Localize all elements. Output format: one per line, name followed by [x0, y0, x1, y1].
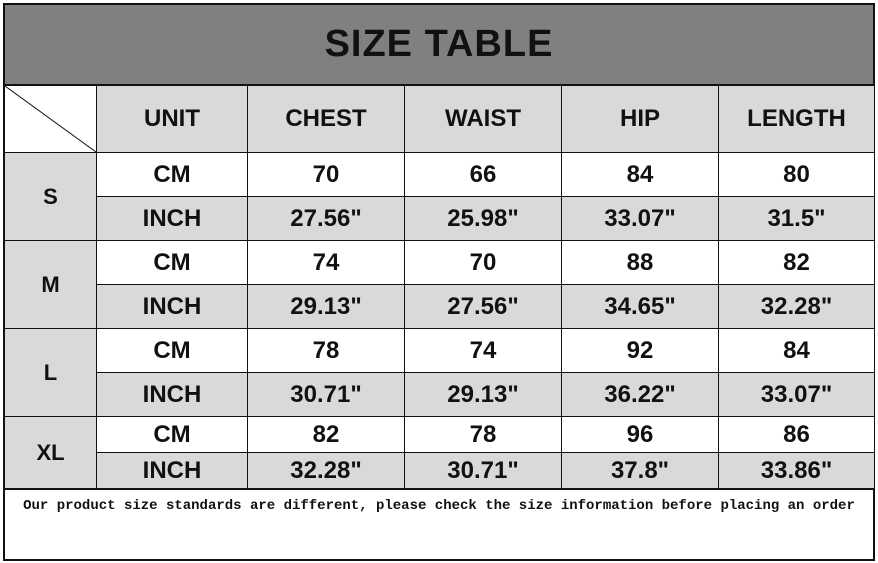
- unit-cell: CM: [96, 328, 248, 373]
- value-cell: 25.98": [404, 196, 562, 241]
- header-hip: HIP: [561, 85, 719, 153]
- size-note: Our product size standards are different…: [5, 489, 873, 559]
- value-cell: 70: [247, 152, 405, 197]
- value-cell: 92: [561, 328, 719, 373]
- size-label: S: [4, 152, 97, 241]
- value-cell: 30.71": [247, 372, 405, 417]
- unit-cell: INCH: [96, 284, 248, 329]
- size-row-xl-inch: INCH 32.28" 30.71" 37.8" 33.86": [5, 452, 875, 489]
- value-cell: 66: [404, 152, 562, 197]
- value-cell: 31.5": [718, 196, 875, 241]
- value-cell: 34.65": [561, 284, 719, 329]
- size-label: L: [4, 328, 97, 417]
- value-cell: 82: [247, 416, 405, 453]
- value-cell: 70: [404, 240, 562, 285]
- header-length: LENGTH: [718, 85, 875, 153]
- size-grid: UNIT CHEST WAIST HIP LENGTH S CM 70 66 84 80 I…: [4, 85, 875, 489]
- diagonal-corner-cell: [4, 85, 97, 153]
- size-row-m-cm: M CM 74 70 88 82: [4, 240, 875, 329]
- value-cell: 36.22": [561, 372, 719, 417]
- value-cell: 33.07": [561, 196, 719, 241]
- unit-cell: CM: [96, 416, 248, 453]
- value-cell: 33.86": [718, 452, 875, 489]
- value-cell: 86: [718, 416, 875, 453]
- unit-cell: INCH: [96, 452, 248, 489]
- value-cell: 84: [561, 152, 719, 197]
- unit-cell: CM: [96, 152, 248, 197]
- table-title: SIZE TABLE: [5, 5, 873, 85]
- size-row-s-cm: S CM 70 66 84 80: [4, 152, 875, 241]
- size-row-s-inch: INCH 27.56" 25.98" 33.07" 31.5": [5, 196, 875, 241]
- unit-cell: CM: [96, 240, 248, 285]
- size-table: SIZE TABLE UNIT CHEST WAIST HIP LENGTH S…: [3, 3, 875, 561]
- value-cell: 32.28": [247, 452, 405, 489]
- value-cell: 74: [404, 328, 562, 373]
- unit-cell: INCH: [96, 196, 248, 241]
- header-unit: UNIT: [96, 85, 248, 153]
- header-row: UNIT CHEST WAIST HIP LENGTH: [4, 85, 875, 153]
- unit-cell: INCH: [96, 372, 248, 417]
- value-cell: 80: [718, 152, 875, 197]
- value-cell: 82: [718, 240, 875, 285]
- value-cell: 37.8": [561, 452, 719, 489]
- size-row-l-cm: L CM 78 74 92 84: [4, 328, 875, 417]
- header-waist: WAIST: [404, 85, 562, 153]
- size-row-m-inch: INCH 29.13" 27.56" 34.65" 32.28": [5, 284, 875, 329]
- value-cell: 27.56": [404, 284, 562, 329]
- value-cell: 33.07": [718, 372, 875, 417]
- value-cell: 78: [247, 328, 405, 373]
- value-cell: 27.56": [247, 196, 405, 241]
- header-chest: CHEST: [247, 85, 405, 153]
- value-cell: 88: [561, 240, 719, 285]
- value-cell: 96: [561, 416, 719, 453]
- value-cell: 30.71": [404, 452, 562, 489]
- value-cell: 78: [404, 416, 562, 453]
- size-row-xl-cm: XL CM 82 78 96 86: [4, 416, 875, 489]
- value-cell: 74: [247, 240, 405, 285]
- value-cell: 84: [718, 328, 875, 373]
- value-cell: 29.13": [404, 372, 562, 417]
- size-label: M: [4, 240, 97, 329]
- value-cell: 32.28": [718, 284, 875, 329]
- size-label: XL: [4, 416, 97, 489]
- value-cell: 29.13": [247, 284, 405, 329]
- size-row-l-inch: INCH 30.71" 29.13" 36.22" 33.07": [5, 372, 875, 417]
